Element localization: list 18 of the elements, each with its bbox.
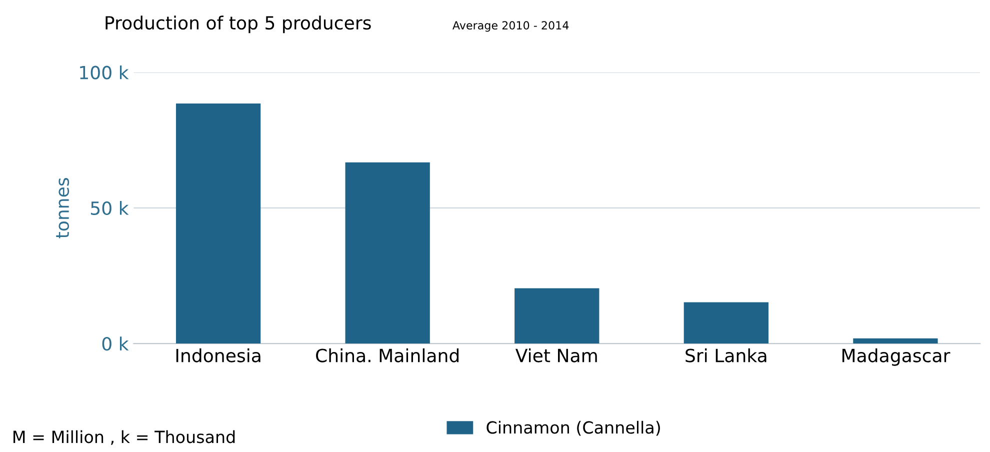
x-tick-label: Sri Lanka	[686, 348, 766, 362]
x-tick-label: China. Mainland	[316, 348, 459, 362]
legend-label: Cinnamon (Cannella)	[486, 420, 660, 436]
y-axis-title: tonnes	[56, 178, 70, 238]
bar	[345, 162, 430, 344]
x-tick-label: Madagascar	[842, 348, 950, 366]
y-tick-label: 50 k	[91, 201, 129, 216]
bar	[514, 288, 600, 344]
bar	[853, 338, 938, 344]
x-tick-label: Viet Nam	[515, 348, 597, 362]
chart-subtitle: Average 2010 - 2014	[452, 21, 569, 32]
y-tick-label: 100 k	[80, 65, 129, 80]
y-tick-label: 0 k	[102, 336, 129, 351]
text: M = Million , k = Thousand	[14, 430, 235, 445]
bar	[176, 104, 261, 344]
bar	[684, 302, 768, 344]
x-tick-label: Indonesia	[176, 348, 260, 362]
chart-title: Production of top 5 producers	[106, 16, 371, 34]
